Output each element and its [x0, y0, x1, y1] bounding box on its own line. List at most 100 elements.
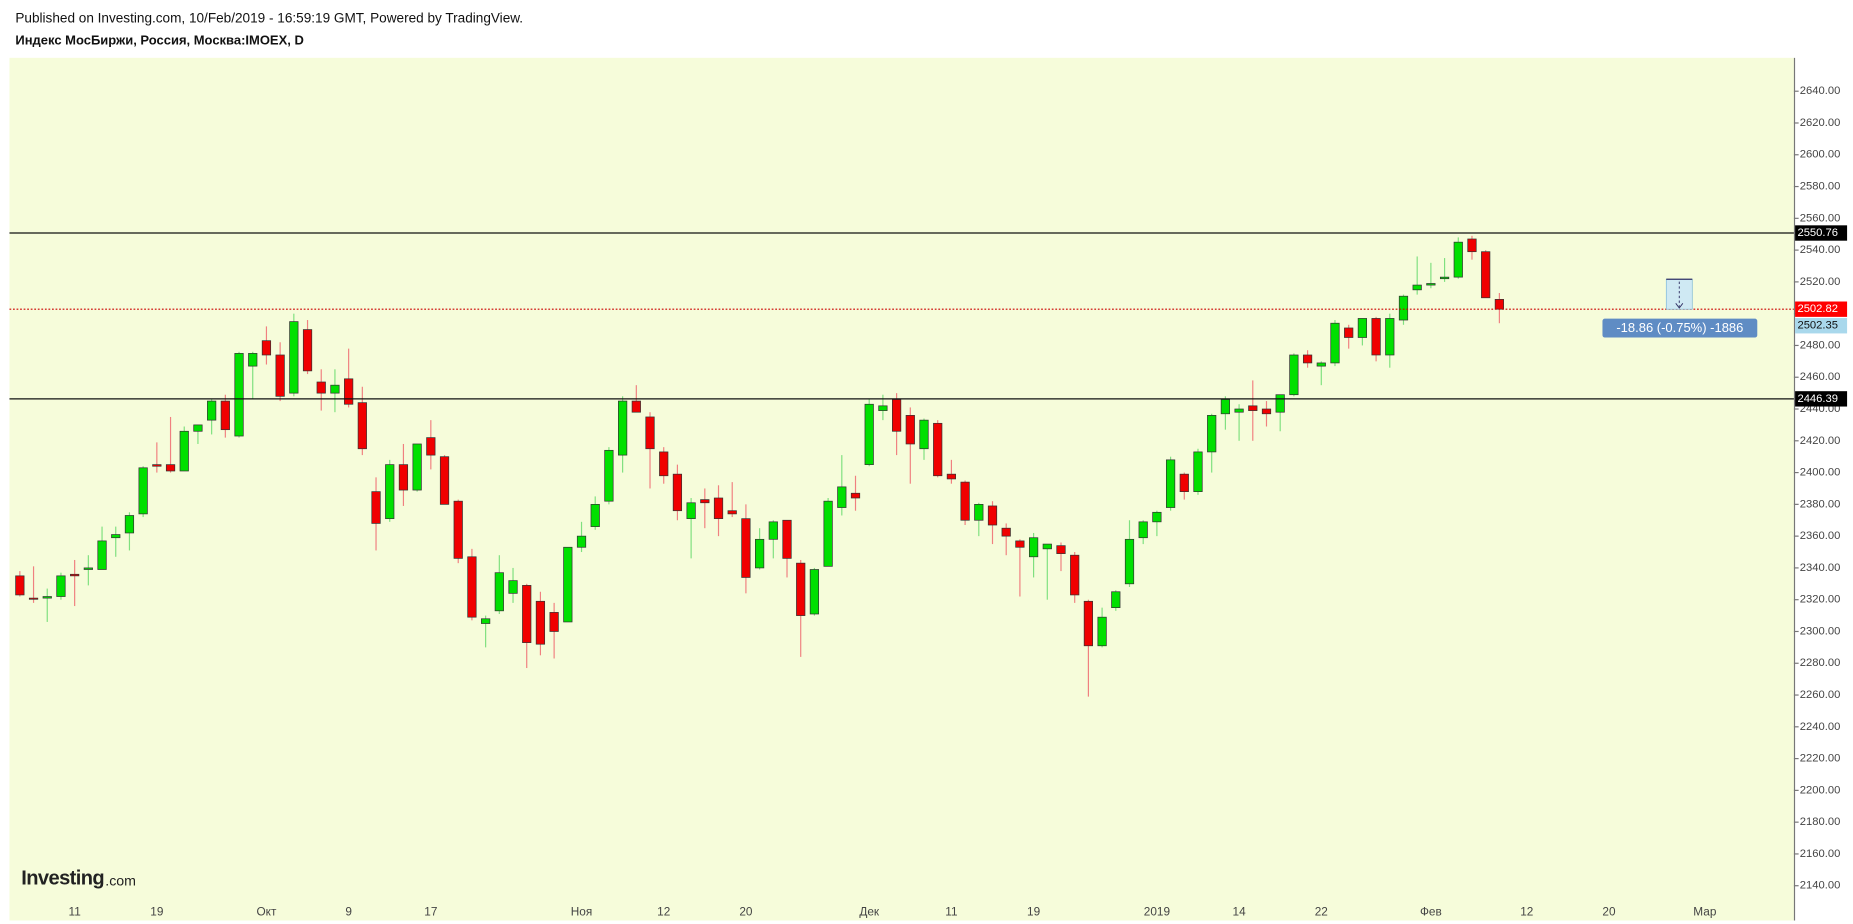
candle-body	[426, 437, 436, 456]
candle-body	[1330, 322, 1340, 364]
last-price-label-bg	[1795, 301, 1848, 317]
candle-body	[1111, 591, 1121, 608]
y-tick-label: 2460.00	[1800, 371, 1841, 383]
candle-body	[604, 449, 614, 502]
candle-body	[618, 400, 628, 456]
candle-body	[590, 504, 600, 527]
candle-body	[1248, 405, 1258, 411]
candle-body	[467, 556, 477, 618]
candle-body	[850, 492, 861, 499]
last-price-label: 2502.82	[1797, 303, 1838, 315]
y-tick-label: 2480.00	[1800, 339, 1841, 351]
candle-body	[97, 540, 107, 570]
measure-box	[1665, 278, 1693, 310]
candle-body	[837, 486, 847, 508]
level-label-bg	[1795, 391, 1848, 407]
y-tick-label: 2140.00	[1800, 880, 1841, 892]
candle-body	[1371, 318, 1381, 356]
candle-body	[549, 612, 559, 632]
x-tick-label: 17	[424, 904, 437, 918]
measure-label-bg	[1602, 318, 1758, 338]
y-tick-label: 2260.00	[1800, 689, 1841, 701]
candle-body	[892, 399, 902, 432]
candle-body	[138, 467, 148, 515]
x-tick-label: 2019	[1144, 904, 1170, 918]
candle-body	[412, 443, 422, 491]
y-tick-label: 2400.00	[1800, 467, 1841, 479]
candle-body	[28, 597, 39, 600]
candle-body	[1439, 276, 1450, 280]
y-tick-label: 2420.00	[1800, 435, 1841, 447]
candle-body	[1302, 354, 1313, 364]
candle-body	[1426, 283, 1436, 286]
x-tick-label: 12	[657, 904, 670, 918]
candle-body	[1179, 473, 1189, 492]
candle-body	[357, 402, 367, 450]
candle-body	[165, 464, 176, 472]
x-tick-label: 9	[345, 904, 352, 918]
y-tick-label: 2200.00	[1800, 784, 1841, 796]
candle-body	[193, 424, 203, 432]
candle-body	[1152, 511, 1162, 523]
candle-body	[152, 464, 162, 467]
candle-body	[1467, 238, 1477, 253]
candle-body	[1015, 540, 1025, 548]
y-tick-label: 2580.00	[1800, 181, 1841, 193]
plot-background	[9, 57, 1794, 921]
x-tick-label: 11	[69, 904, 81, 918]
candle-body	[659, 451, 669, 477]
candle-body	[1220, 399, 1230, 415]
x-tick-label: 14	[1233, 904, 1247, 918]
y-tick-label: 2640.00	[1800, 85, 1841, 97]
candle-body	[494, 572, 504, 612]
candle-body	[713, 497, 724, 520]
y-tick-label: 2380.00	[1800, 498, 1841, 510]
candle-body	[1289, 354, 1299, 396]
candle-body	[1056, 545, 1066, 554]
candle-body	[261, 340, 272, 356]
candle-body	[905, 415, 915, 445]
y-tick-label: 2220.00	[1800, 753, 1841, 765]
x-tick-label: 19	[150, 904, 163, 918]
x-tick-label: Ноя	[571, 904, 592, 918]
watermark-suffix: .com	[105, 873, 136, 889]
candle-body	[289, 321, 299, 394]
candle-body	[1193, 451, 1203, 492]
candle-body	[755, 538, 765, 569]
candle-body	[248, 353, 258, 367]
candle-body	[15, 575, 25, 596]
candle-body	[316, 381, 326, 394]
measure-label: -18.86 (-0.75%) -1886	[1616, 320, 1743, 335]
candle-body	[535, 600, 546, 645]
candle-body	[576, 535, 587, 548]
candle-body	[111, 534, 121, 539]
x-tick-label: Окт	[256, 904, 276, 918]
candle-body	[1385, 318, 1395, 356]
symbol-title: Индекс МосБиржи, Россия, Москва:IMOEX, D	[15, 33, 303, 48]
candle-body	[70, 573, 80, 577]
candle-body	[974, 504, 984, 521]
x-tick-label: Фев	[1420, 904, 1442, 918]
y-tick-label: 2620.00	[1800, 117, 1841, 129]
candle-body	[823, 500, 833, 567]
candle-body	[782, 519, 792, 559]
candle-body	[563, 546, 573, 623]
candle-body	[878, 405, 888, 411]
candle-body	[1398, 295, 1409, 321]
candle-body	[1412, 284, 1422, 291]
candle-body	[1083, 600, 1093, 647]
candle-body	[1275, 394, 1285, 413]
candle-body	[672, 473, 683, 512]
candle-body	[398, 464, 409, 491]
candle-body	[453, 500, 463, 559]
candle-body	[1165, 459, 1176, 508]
candle-body	[946, 473, 957, 480]
candle-body	[302, 329, 313, 372]
y-tick-label: 2280.00	[1800, 657, 1841, 669]
candle-body	[1261, 408, 1272, 415]
y-tick-label: 2180.00	[1800, 816, 1841, 828]
candle-body	[1097, 616, 1107, 647]
watermark-brand: Investing	[21, 867, 104, 889]
